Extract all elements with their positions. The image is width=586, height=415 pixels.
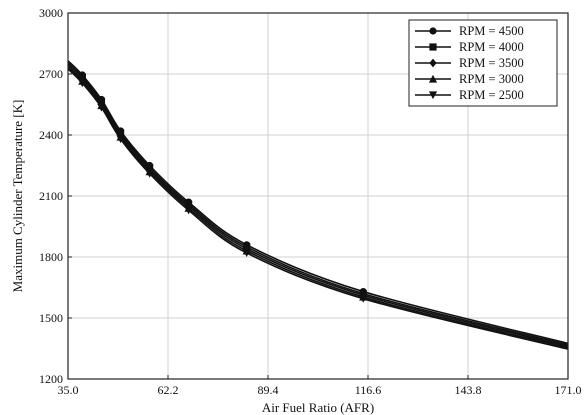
legend-label: RPM = 3000: [459, 72, 524, 86]
x-tick-label: 116.6: [355, 383, 382, 397]
legend-entry: RPM = 4500: [415, 24, 524, 38]
y-tick-label: 1500: [39, 311, 63, 325]
series-line: [67, 62, 569, 346]
y-tick-label: 1800: [39, 250, 63, 264]
x-axis-label: Air Fuel Ratio (AFR): [262, 400, 374, 415]
series-line: [67, 66, 569, 349]
series-line: [67, 60, 569, 345]
x-tick-label: 35.0: [58, 383, 79, 397]
data-point-triangle-down: [97, 103, 106, 112]
legend: RPM = 4500 RPM = 4000 RPM = 3500 RPM = 3000…: [408, 19, 558, 107]
legend-label: RPM = 2500: [459, 88, 524, 102]
series-line: [67, 68, 569, 350]
legend-label: RPM = 3500: [459, 56, 524, 70]
y-axis-label: Maximum Cylinder Temperature [K]: [10, 100, 25, 293]
legend-marker-square: [429, 43, 437, 51]
series-diamond: [67, 64, 569, 348]
legend-marker-diamond: [429, 58, 437, 68]
legend-marker-triangle-down: [428, 91, 438, 100]
y-tick-label: 2400: [39, 128, 63, 142]
data-point-triangle-down: [145, 170, 154, 178]
legend-label: RPM = 4500: [459, 24, 524, 38]
data-point-triangle-down: [242, 249, 251, 258]
data-point-triangle-down: [116, 135, 125, 144]
legend-marker-triangle-up: [428, 74, 438, 83]
series-triangle-down: [67, 68, 569, 350]
legend-entry: RPM = 2500: [415, 88, 524, 102]
axes: 35.0 62.2 89.4 116.6 143.8 171.0 1200 1500 1800 2…: [39, 6, 582, 397]
legend-entry: RPM = 3500: [415, 56, 524, 70]
legend-label: RPM = 4000: [459, 40, 524, 54]
legend-entry: RPM = 3000: [415, 72, 524, 86]
x-tick-label: 143.8: [455, 383, 482, 397]
y-tick-label: 2700: [39, 67, 63, 81]
series-line: [67, 64, 569, 348]
series-group: [67, 60, 569, 350]
y-tick-label: 3000: [39, 6, 63, 20]
x-tick-label: 89.4: [258, 383, 279, 397]
x-tick-label: 171.0: [555, 383, 582, 397]
legend-entry: RPM = 4000: [415, 40, 524, 54]
series-triangle-up: [67, 66, 569, 349]
x-tick-label: 62.2: [158, 383, 179, 397]
data-point-triangle-down: [359, 295, 368, 303]
y-tick-label: 1200: [39, 372, 63, 386]
legend-marker-circle: [429, 27, 437, 35]
data-point-triangle-down: [78, 79, 87, 88]
y-tick-label: 2100: [39, 189, 63, 203]
data-point-triangle-down: [184, 206, 193, 215]
